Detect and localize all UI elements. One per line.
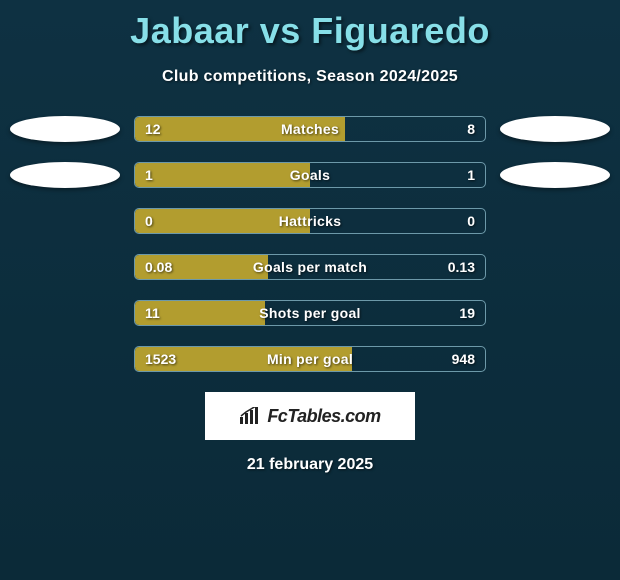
stat-row: 0 0 Hattricks bbox=[0, 208, 620, 234]
stat-bar: 0 0 Hattricks bbox=[134, 208, 486, 234]
stat-label: Matches bbox=[281, 121, 339, 137]
stat-right-value: 19 bbox=[459, 305, 475, 321]
page-title: Jabaar vs Figuaredo bbox=[0, 0, 620, 52]
stat-right-value: 0 bbox=[467, 213, 475, 229]
stat-row: 11 19 Shots per goal bbox=[0, 300, 620, 326]
stat-row: 0.08 0.13 Goals per match bbox=[0, 254, 620, 280]
stat-bar: 12 8 Matches bbox=[134, 116, 486, 142]
subtitle: Club competitions, Season 2024/2025 bbox=[0, 68, 620, 86]
stat-bar: 1 1 Goals bbox=[134, 162, 486, 188]
stat-right-value: 1 bbox=[467, 167, 475, 183]
ellipse-placeholder bbox=[500, 208, 610, 234]
stat-left-value: 1 bbox=[145, 167, 153, 183]
ellipse-placeholder bbox=[500, 300, 610, 326]
brand-box[interactable]: FcTables.com bbox=[205, 392, 415, 440]
stat-label: Hattricks bbox=[279, 213, 342, 229]
stat-bar: 0.08 0.13 Goals per match bbox=[134, 254, 486, 280]
stat-bar: 1523 948 Min per goal bbox=[134, 346, 486, 372]
player-right-ellipse bbox=[500, 162, 610, 188]
stat-right-value: 948 bbox=[452, 351, 475, 367]
stat-label: Goals per match bbox=[253, 259, 367, 275]
ellipse-placeholder bbox=[10, 300, 120, 326]
ellipse-placeholder bbox=[500, 254, 610, 280]
stat-label: Min per goal bbox=[267, 351, 353, 367]
stat-left-value: 0.08 bbox=[145, 259, 172, 275]
stat-right-value: 0.13 bbox=[448, 259, 475, 275]
stats-rows: 128Matches11Goals00Hattricks0.080.13Goal… bbox=[0, 116, 620, 372]
ellipse-placeholder bbox=[10, 208, 120, 234]
stat-left-value: 1523 bbox=[145, 351, 176, 367]
stat-label: Goals bbox=[290, 167, 330, 183]
stat-left-value: 11 bbox=[145, 305, 160, 321]
stat-bar-fill bbox=[135, 163, 310, 187]
ellipse-placeholder bbox=[500, 346, 610, 372]
player-left-ellipse bbox=[10, 162, 120, 188]
player-right-ellipse bbox=[500, 116, 610, 142]
date-label: 21 february 2025 bbox=[0, 456, 620, 474]
stat-row: 1 1 Goals bbox=[0, 162, 620, 188]
stat-left-value: 12 bbox=[145, 121, 161, 137]
ellipse-placeholder bbox=[10, 346, 120, 372]
stat-row: 1523 948 Min per goal bbox=[0, 346, 620, 372]
brand-label: FcTables.com bbox=[267, 406, 380, 427]
stat-left-value: 0 bbox=[145, 213, 153, 229]
stat-row: 12 8 Matches bbox=[0, 116, 620, 142]
stat-right-value: 8 bbox=[467, 121, 475, 137]
stat-label: Shots per goal bbox=[259, 305, 360, 321]
player-left-ellipse bbox=[10, 116, 120, 142]
ellipse-placeholder bbox=[10, 254, 120, 280]
chart-icon bbox=[239, 407, 261, 425]
stat-bar: 11 19 Shots per goal bbox=[134, 300, 486, 326]
brand-text: FcTables.com bbox=[239, 406, 380, 427]
